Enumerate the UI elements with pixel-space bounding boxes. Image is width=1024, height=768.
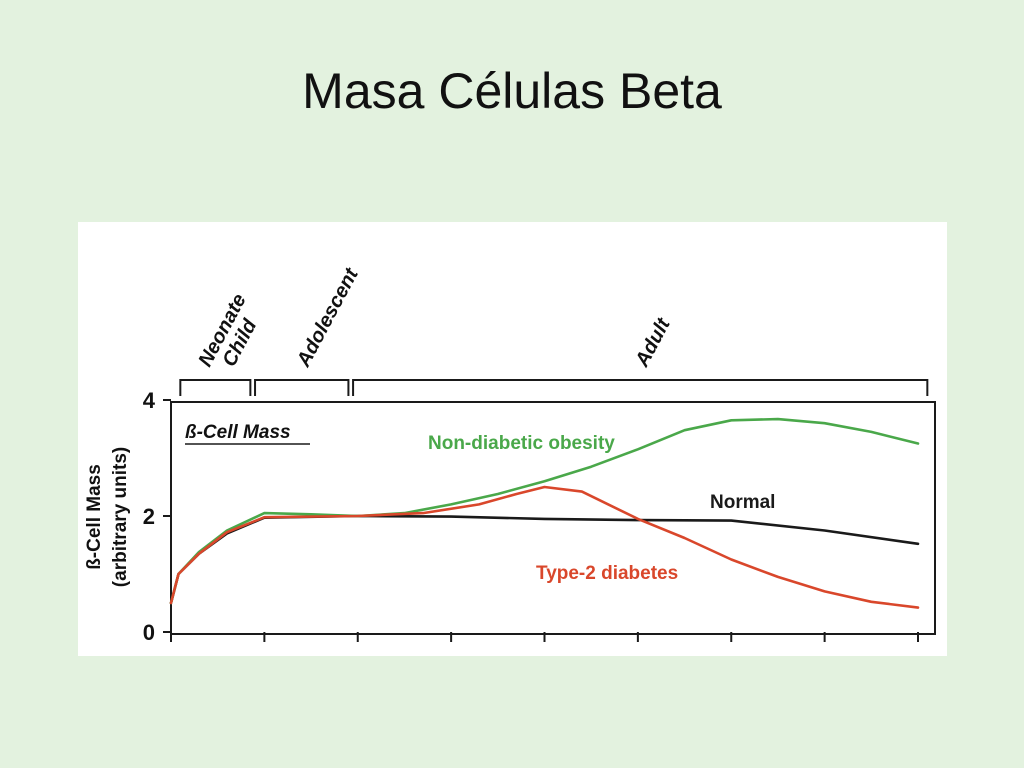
- series-line-type-2-diabetes: [169, 485, 920, 609]
- y-tick-label: 2: [143, 504, 155, 529]
- plot-frame: [170, 401, 936, 635]
- phase-label: Adult: [631, 314, 676, 372]
- slide-title: Masa Células Beta: [302, 63, 722, 119]
- y-tick-label: 0: [143, 620, 155, 645]
- series-label-type-2-diabetes: Type-2 diabetes: [536, 563, 678, 584]
- panel-title: ß-Cell Mass: [185, 422, 291, 443]
- phase-bracket: [254, 379, 350, 396]
- y-tick-label: 4: [143, 388, 156, 413]
- series-label-non-diabetic-obesity: Non-diabetic obesity: [428, 433, 615, 454]
- series-label-normal: Normal: [710, 492, 775, 513]
- phase-label: Adolescent: [292, 264, 363, 372]
- series-line-non-diabetic-obesity: [169, 417, 920, 605]
- y-axis-label: ß-Cell Mass: [84, 464, 105, 570]
- series-line-normal: [169, 514, 920, 605]
- phase-bracket: [352, 379, 929, 396]
- chart-figure: Neonate Child Adolescent Adult 0 2 4 ß-Cell Ma…: [78, 222, 947, 656]
- y-axis-label: (arbitrary units): [110, 447, 131, 587]
- phase-bracket: [179, 379, 252, 396]
